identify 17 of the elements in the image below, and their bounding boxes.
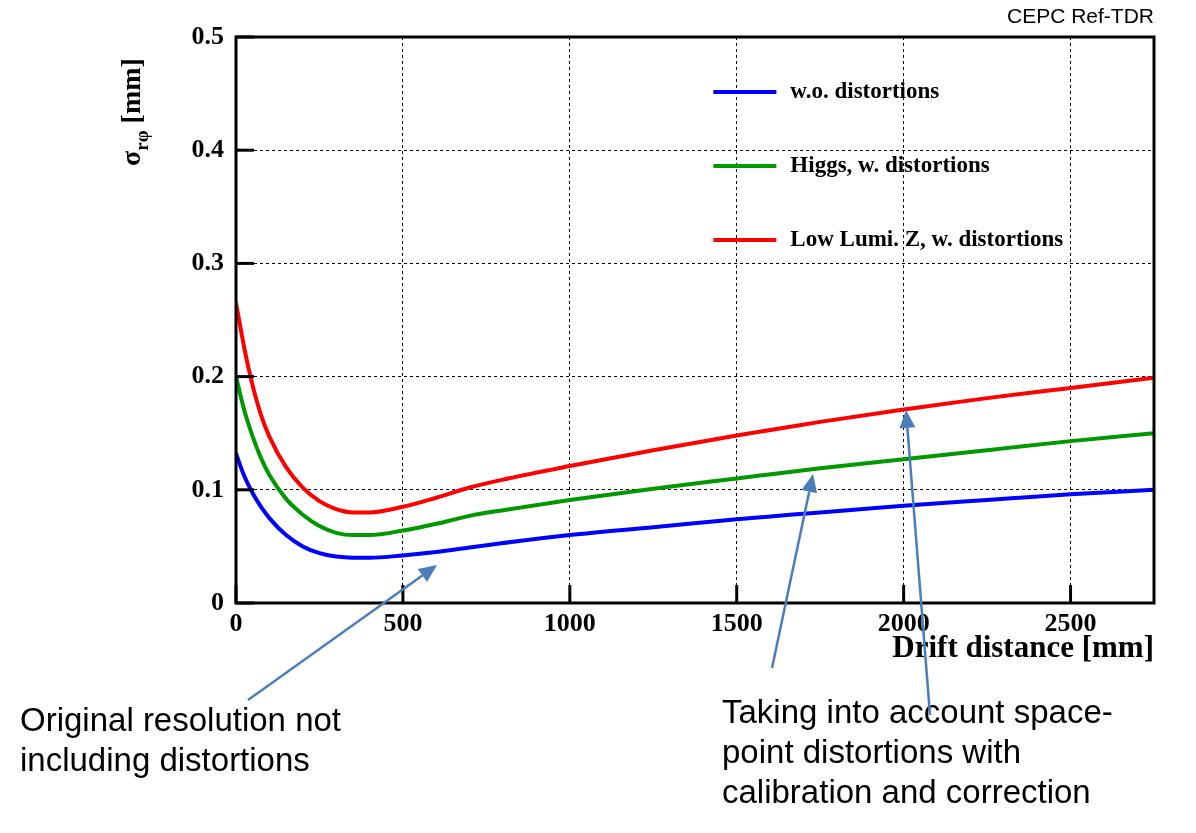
legend-label: Higgs, w. distortions bbox=[790, 151, 990, 177]
y-tick-label: 0.2 bbox=[191, 360, 224, 390]
x-tick-label: 1000 bbox=[543, 608, 596, 638]
y-tick-label: 0.1 bbox=[191, 473, 224, 503]
x-tick-label: 500 bbox=[383, 608, 423, 638]
legend-label: w.o. distortions bbox=[790, 77, 940, 103]
legend-label: Low Lumi. Z, w. distortions bbox=[790, 225, 1064, 251]
y-tick-label: 0 bbox=[211, 586, 224, 616]
text: Original resolution not including distortions bbox=[20, 700, 342, 780]
text: Taking into account space-point distortions with calibration and correction bbox=[722, 692, 1114, 812]
y-tick-label: 0.4 bbox=[191, 133, 224, 163]
y-tick-label: 0.3 bbox=[191, 247, 224, 277]
x-tick-label: 0 bbox=[229, 608, 243, 638]
y-tick-label: 0.5 bbox=[191, 20, 224, 50]
y-axis-title: σrφ [mm] bbox=[115, 58, 152, 166]
x-tick-label: 1500 bbox=[710, 608, 763, 638]
chart-title: CEPC Ref-TDR bbox=[1006, 4, 1154, 28]
